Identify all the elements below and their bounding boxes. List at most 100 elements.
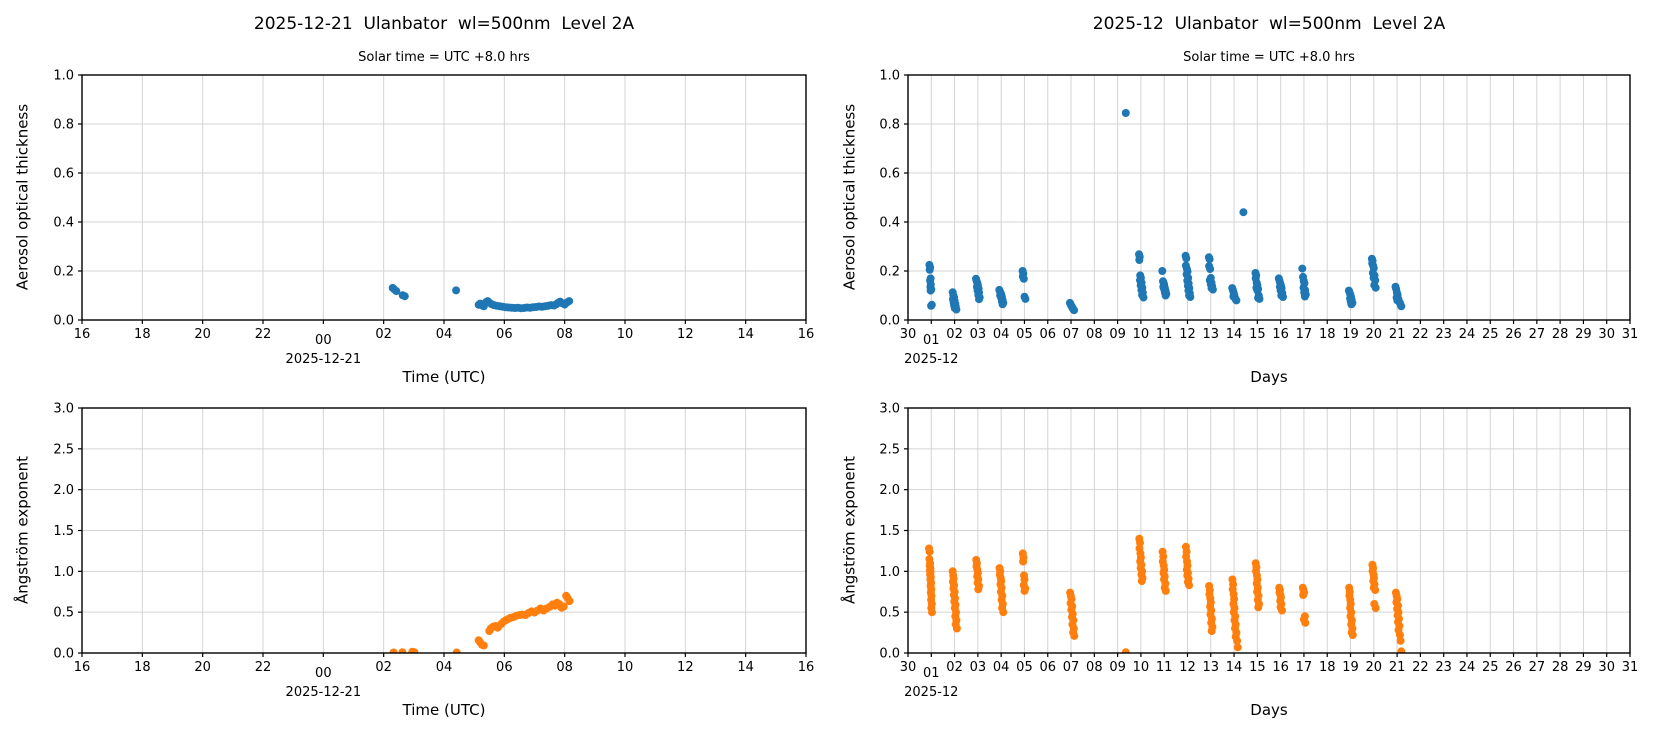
y-tick-label: 3.0 — [53, 402, 74, 417]
data-point — [1371, 604, 1380, 613]
x-tick-date-label: 2025-12-21 — [286, 685, 362, 700]
scatter-points — [389, 591, 574, 653]
data-point — [1239, 208, 1248, 217]
y-tick-label: 0.5 — [879, 606, 900, 621]
x-tick-label: 04 — [993, 327, 1010, 342]
y-tick-label: 0.2 — [879, 265, 900, 280]
gridlines — [81, 407, 807, 654]
data-point — [925, 265, 934, 274]
x-tick-label: 30 — [900, 660, 917, 675]
x-tick-label: 23 — [1435, 327, 1452, 342]
data-point — [1070, 631, 1079, 640]
data-point — [974, 585, 983, 594]
data-point — [400, 292, 409, 301]
y-tick-label: 0.6 — [53, 167, 74, 182]
x-tick-label: 02 — [946, 327, 963, 342]
y-tick-label: 0.0 — [879, 647, 900, 662]
data-point — [1158, 267, 1167, 275]
x-tick-label: 26 — [1505, 327, 1522, 342]
x-tick-label: 13 — [1203, 660, 1220, 675]
x-tick-label: 20 — [1366, 660, 1383, 675]
data-point — [565, 297, 574, 306]
x-tick-label: 16 — [798, 660, 815, 675]
data-point — [952, 624, 961, 633]
x-tick-label: 06 — [496, 660, 513, 675]
data-point — [1298, 264, 1307, 273]
x-tick-label: 04 — [436, 327, 453, 342]
data-point — [998, 300, 1007, 309]
x-tick-label: 13 — [1203, 327, 1220, 342]
x-tick-label: 19 — [1342, 327, 1359, 342]
x-tick-label: 11 — [1156, 660, 1173, 675]
data-point — [1206, 265, 1215, 273]
scatter-points — [925, 109, 1406, 315]
panel-aot_month: 30 01 2025-12 02 03 04 05 06 07 08 09 10 11 12 13 14 15 1… — [879, 69, 1638, 368]
data-point — [398, 648, 407, 653]
data-point — [1301, 618, 1310, 627]
y-tick-label: 2.5 — [879, 442, 900, 457]
data-point — [1019, 557, 1028, 566]
x-tick-label: 30 — [900, 327, 917, 342]
data-point — [1300, 292, 1309, 301]
x-tick-label: 10 — [617, 327, 634, 342]
x-tick-label: 29 — [1575, 660, 1592, 675]
data-point — [1397, 647, 1406, 653]
x-tick-label: 10 — [1133, 327, 1150, 342]
data-point — [1021, 294, 1030, 303]
data-point — [1019, 274, 1028, 283]
data-point — [452, 648, 461, 653]
x-tick-label: 20 — [194, 327, 211, 342]
x-tick-label: 25 — [1482, 327, 1499, 342]
x-tick-label: 21 — [1389, 660, 1406, 675]
x-tick-label: 26 — [1505, 660, 1522, 675]
x-tick-label: 16 — [74, 660, 91, 675]
data-point — [925, 547, 934, 556]
x-tick-label: 14 — [1226, 660, 1243, 675]
data-point — [1279, 293, 1287, 301]
x-tick-date-label: 2025-12 — [904, 685, 958, 700]
panel-aot-month-title: 2025-12 Ulanbator wl=500nm Level 2A — [1092, 14, 1446, 34]
data-point — [1232, 296, 1241, 305]
data-point — [1161, 291, 1170, 300]
x-tick-label: 22 — [255, 327, 272, 342]
data-point — [1186, 293, 1195, 301]
data-point — [1371, 283, 1380, 292]
data-point — [1254, 603, 1263, 612]
x-tick-label: 05 — [1016, 660, 1033, 675]
ticks: 30 01 2025-12 02 03 04 05 06 07 08 09 10 11 12 13 14 15 1… — [879, 402, 1638, 701]
panel-aot-month-xlabel: Days — [1250, 368, 1288, 386]
x-tick-label: 14 — [737, 327, 754, 342]
data-point — [1233, 643, 1242, 652]
data-point — [926, 286, 935, 295]
gridlines — [81, 74, 807, 321]
data-point — [1161, 586, 1170, 595]
data-point — [1371, 586, 1380, 595]
x-tick-label: 31 — [1622, 327, 1639, 342]
x-tick-label: 01 — [923, 666, 940, 681]
data-point — [1208, 285, 1217, 294]
x-tick-label: 30 — [1598, 327, 1615, 342]
x-tick-label: 16 — [74, 327, 91, 342]
data-point — [1255, 294, 1264, 303]
data-point — [1348, 631, 1357, 639]
x-tick-label: 08 — [556, 327, 573, 342]
x-tick-label: 14 — [737, 660, 754, 675]
gridlines — [907, 74, 1631, 321]
data-point — [565, 597, 574, 606]
y-tick-label: 0.6 — [879, 167, 900, 182]
panel-angstrom-month-ylabel: Ångström exponent — [840, 455, 859, 605]
x-tick-label: 03 — [970, 660, 987, 675]
data-point — [1396, 636, 1405, 645]
scatter-points — [388, 283, 574, 313]
x-tick-label: 14 — [1226, 327, 1243, 342]
panel-angstrom-day-xlabel: Time (UTC) — [402, 701, 486, 719]
y-tick-label: 0.4 — [879, 216, 900, 231]
x-tick-label: 09 — [1109, 660, 1126, 675]
y-tick-label: 0.4 — [53, 216, 74, 231]
x-tick-label: 05 — [1016, 327, 1033, 342]
data-point — [928, 608, 936, 617]
data-point — [479, 641, 488, 650]
x-tick-label: 28 — [1552, 327, 1569, 342]
